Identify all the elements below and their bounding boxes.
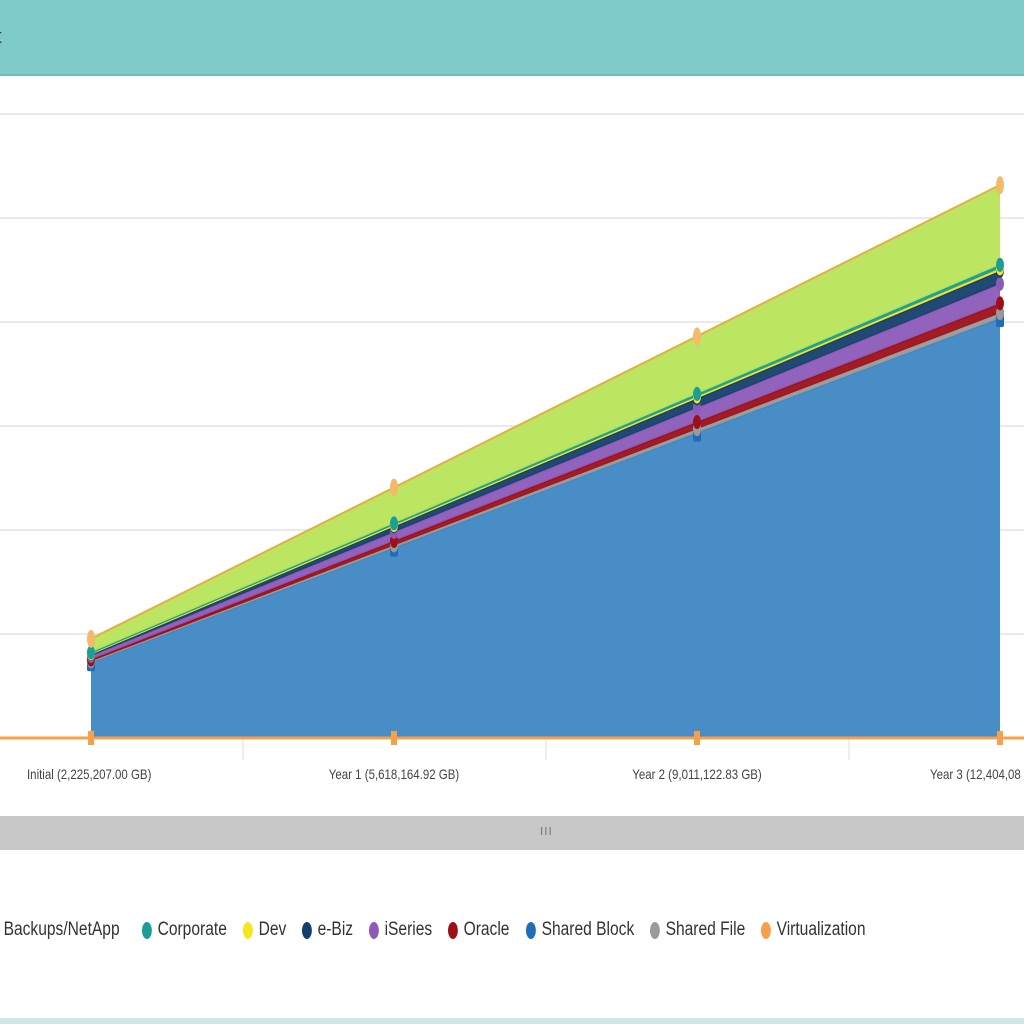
legend-item[interactable]: Shared Block xyxy=(525,919,634,941)
legend-label: e-Biz xyxy=(317,919,353,940)
series-line-corporate xyxy=(90,263,1001,654)
point-corporate xyxy=(693,386,701,401)
legend-marker-icon xyxy=(448,921,458,939)
legend-label: iSeries xyxy=(384,919,433,940)
legend-item[interactable]: Shared File xyxy=(649,919,746,941)
grip-icon: III xyxy=(540,825,553,838)
point-corporate xyxy=(390,516,398,531)
legend-label: Oracle xyxy=(463,919,510,940)
point-corporate xyxy=(87,645,95,660)
point-corporate xyxy=(996,257,1004,272)
legend-label: Corporate xyxy=(157,919,227,940)
series-line-top-edge xyxy=(90,184,1001,640)
plot-area: Initial (2,225,207.00 GB) Year 1 (5,618,1… xyxy=(0,76,1024,816)
x-tick-label: Year 3 (12,404,08 xyxy=(930,766,1021,782)
legend-marker-icon xyxy=(141,921,152,939)
legend-item[interactable]: Backups/NetApp xyxy=(0,919,120,941)
point-top xyxy=(693,327,701,346)
legend-item[interactable]: e-Biz xyxy=(301,919,353,941)
legend-label: Shared Block xyxy=(541,919,634,940)
series-line-iseries xyxy=(90,282,1001,658)
legend-marker-icon xyxy=(368,921,379,939)
point-top xyxy=(996,176,1004,195)
legend-label: Shared File xyxy=(665,919,746,940)
legend-marker-icon xyxy=(525,921,536,939)
point-shared-file xyxy=(996,306,1004,321)
legend-item[interactable]: iSeries xyxy=(368,919,433,941)
legend-label: Dev xyxy=(258,919,286,940)
area-backups-netapp xyxy=(91,185,1000,653)
legend-marker-icon xyxy=(761,921,771,939)
chart-title: t xyxy=(0,26,2,49)
legend-item[interactable]: Oracle xyxy=(448,919,510,941)
legend-marker-icon xyxy=(301,921,312,939)
chart-legend: Backups/NetApp Corporate Dev e-Biz iSeries Or… xyxy=(0,915,1024,945)
x-tick-label: Year 1 (5,618,164.92 GB) xyxy=(329,766,459,782)
x-tick-label: Initial (2,225,207.00 GB) xyxy=(27,766,151,782)
point-top xyxy=(390,478,398,497)
point-top xyxy=(87,629,95,648)
legend-marker-icon xyxy=(649,921,660,939)
series-line-shared-block xyxy=(90,316,1001,664)
legend-label: Backups/NetApp xyxy=(3,919,120,940)
area-shared-block xyxy=(91,318,1000,738)
legend-item[interactable]: Virtualization xyxy=(761,919,866,941)
bottom-border xyxy=(0,1018,1024,1024)
legend-item[interactable]: Dev xyxy=(242,919,286,941)
legend-item[interactable]: Corporate xyxy=(141,919,227,941)
resize-handle[interactable]: III xyxy=(0,816,1024,850)
chart-header: t xyxy=(0,0,1024,76)
x-tick-label: Year 2 (9,011,122.83 GB) xyxy=(632,766,762,782)
legend-label: Virtualization xyxy=(776,919,866,940)
stacked-area-chart: Initial (2,225,207.00 GB) Year 1 (5,618,1… xyxy=(0,113,1024,782)
legend-marker-icon xyxy=(242,921,253,939)
point-oracle xyxy=(996,296,1004,311)
point-iseries xyxy=(996,276,1004,291)
point-oracle xyxy=(693,414,701,429)
